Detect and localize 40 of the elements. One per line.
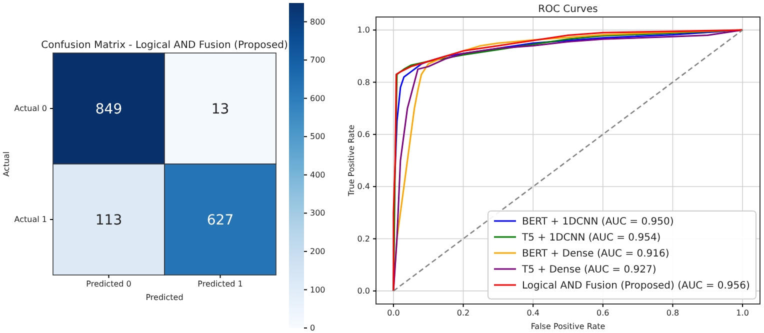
legend-label: T5 + 1DCNN (AUC = 0.954) (521, 232, 661, 244)
color-bar-label: 300 (310, 208, 326, 218)
x-tick-label: 1.0 (736, 308, 749, 318)
color-bar-label: 800 (310, 17, 326, 26)
legend-label: Logical AND Fusion (Proposed) (AUC = 0.956) (522, 280, 750, 292)
x-axis-title: Predicted (146, 293, 184, 302)
color-bar-label: 500 (310, 132, 326, 142)
chart-title: ROC Curves (538, 4, 598, 15)
y-tick-label: 0.8 (357, 78, 370, 87)
y-tick-label: Actual 1 (14, 215, 47, 224)
y-tick-label: 0.2 (357, 234, 370, 244)
data-label: 849 (95, 101, 122, 118)
x-tick-label: 0.8 (666, 308, 680, 318)
color-bar-label: 200 (310, 247, 326, 256)
data-label: 627 (206, 212, 234, 228)
y-tick-label: 0.6 (357, 130, 370, 139)
y-tick-label: 0.0 (357, 286, 370, 296)
color-bar-label: 700 (310, 56, 326, 65)
y-tick-label: 1.0 (357, 26, 370, 35)
x-tick-label: Predicted 0 (86, 280, 132, 289)
y-tick-label: Actual 0 (14, 104, 47, 114)
color-bar-label: 100 (310, 285, 326, 294)
legend-label: BERT + 1DCNN (AUC = 0.950) (522, 216, 674, 228)
data-label: 113 (95, 212, 122, 228)
y-axis-title: Actual (2, 151, 11, 177)
chart-title: Confusion Matrix - Logical AND Fusion (Proposed) (41, 40, 288, 51)
x-tick-label: 0.4 (526, 308, 540, 318)
color-bar-label: 0 (310, 324, 316, 333)
y-tick-label: 0.4 (357, 182, 370, 192)
y-axis-title: True Positive Rate (347, 124, 356, 198)
x-tick-label: 0.2 (456, 308, 470, 318)
legend-label: T5 + Dense (AUC = 0.927) (521, 264, 656, 276)
data-label: 13 (211, 101, 230, 118)
x-tick-label: Predicted 1 (198, 280, 243, 289)
x-axis-title: False Positive Rate (530, 322, 606, 331)
color-bar-label: 600 (310, 94, 326, 103)
color-bar-label: 400 (310, 170, 326, 180)
x-tick-label: 0.0 (387, 308, 400, 318)
legend-label: BERT + Dense (AUC = 0.916) (522, 248, 670, 260)
x-tick-label: 0.6 (596, 308, 610, 318)
